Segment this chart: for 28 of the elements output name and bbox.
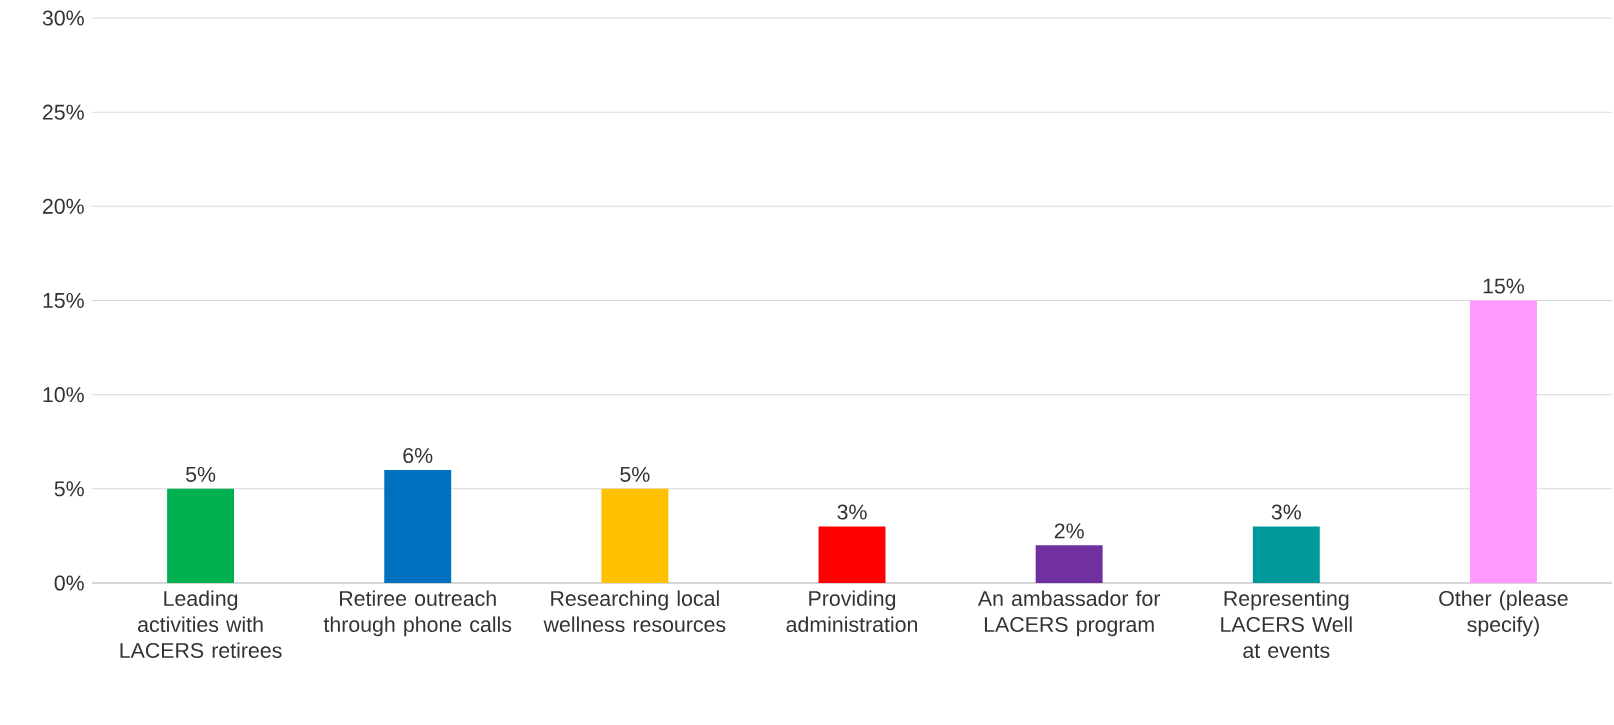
data-label: 6%	[403, 447, 433, 464]
bar	[384, 470, 452, 583]
x-tick-label: Retiree outreach through phone calls	[323, 590, 512, 637]
bar	[1035, 545, 1103, 583]
data-label: 5%	[620, 466, 650, 482]
y-tick-label: 20%	[42, 198, 84, 214]
x-tick-label: Other (please specify)	[1439, 590, 1568, 637]
y-tick-label: 30%	[42, 10, 84, 26]
bar	[167, 488, 235, 583]
bar	[601, 488, 669, 583]
bar	[1252, 526, 1320, 583]
y-tick-label: 15%	[43, 292, 84, 308]
y-tick-label: 5%	[54, 481, 84, 497]
x-tick-label: Researching local wellness resources	[543, 590, 726, 633]
data-label: 15%	[1483, 278, 1525, 294]
y-tick-label: 0%	[54, 575, 84, 591]
data-label: 5%	[186, 466, 216, 482]
x-tick-label: Leading activities with LACERS retirees	[120, 590, 282, 659]
y-tick-label: 10%	[43, 387, 84, 403]
data-label: 3%	[837, 504, 867, 520]
data-label: 3%	[1271, 504, 1301, 520]
data-label: 2%	[1054, 523, 1084, 539]
bar	[1469, 300, 1537, 583]
x-tick-label: Providing administration	[786, 590, 917, 633]
bar	[818, 526, 886, 583]
x-tick-label: An ambassador for LACERS program	[977, 590, 1161, 637]
x-tick-label: Representing LACERS Well at events	[1221, 590, 1352, 659]
y-tick-label: 25%	[42, 104, 84, 120]
